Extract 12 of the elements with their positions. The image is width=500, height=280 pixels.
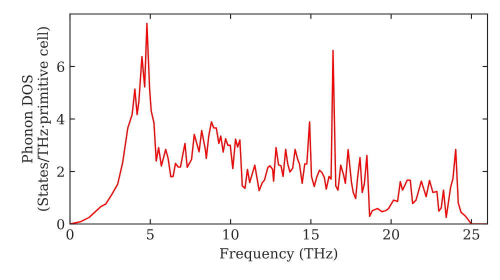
y-tick-label: 0 — [57, 218, 64, 230]
x-tick-label: 25 — [464, 229, 480, 240]
x-tick-label: 20 — [383, 229, 400, 240]
y-tick-label: 6 — [57, 61, 64, 72]
y-axis-title: Phonon DOS (States/THz·primitive cell) — [22, 27, 51, 211]
x-tick-label: 10 — [223, 229, 238, 240]
y-tick-label: 4 — [56, 114, 64, 124]
x-tick-label: 5 — [147, 229, 154, 240]
x-axis-title: Frequency (THz) — [220, 248, 338, 262]
y-tick-label: 2 — [57, 166, 64, 177]
x-tick-label: 15 — [304, 229, 319, 240]
x-tick-label: 0 — [66, 229, 74, 240]
